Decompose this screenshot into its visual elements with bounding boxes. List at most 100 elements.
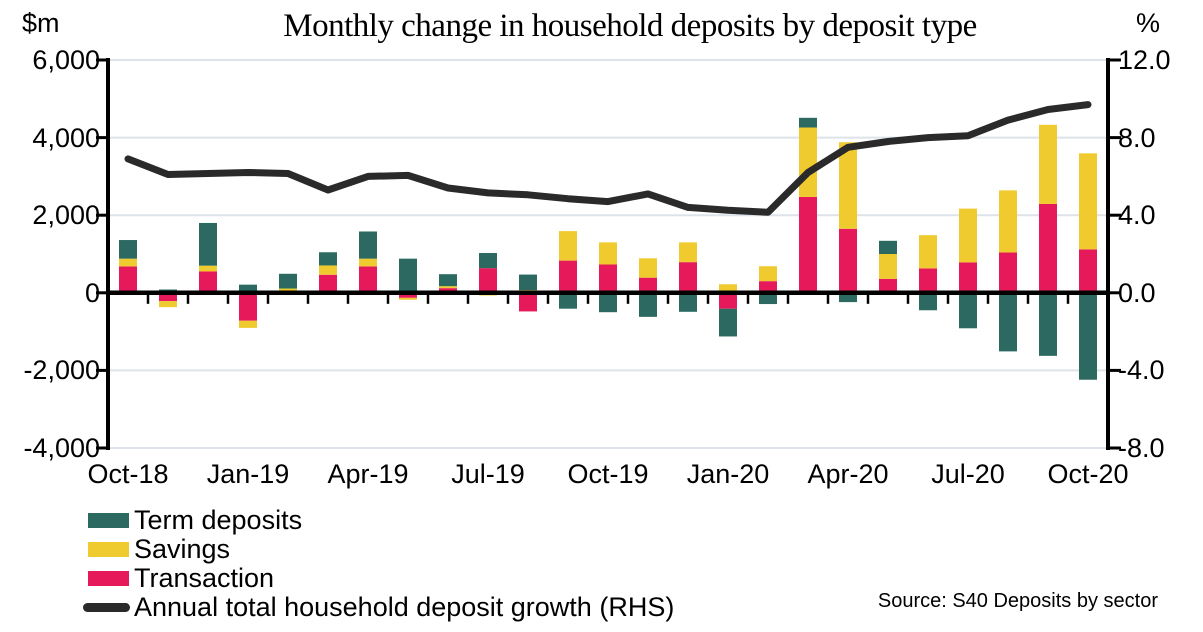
right-axis-unit: % [1136,8,1161,38]
bar-segment-transaction [799,196,817,293]
bar-segment-transaction [1039,203,1057,293]
x-axis-tick-label: Oct-18 [87,459,169,489]
bar-segment-transaction [519,292,537,312]
bar-segment-term-deposits [999,292,1017,352]
right-axis-tick-label: -8.0 [1118,433,1165,463]
bar-segment-transaction [479,268,497,293]
bar-segment-term-deposits [1079,292,1097,380]
bar-segment-savings [239,320,257,328]
bar-segment-savings [319,265,337,275]
bar-segment-term-deposits [319,252,337,266]
bar-segment-term-deposits [559,292,577,309]
bar-segment-transaction [1079,249,1097,293]
bar-segment-transaction [119,266,137,293]
bar-segment-transaction [919,268,937,293]
legend-label-term-deposits: Term deposits [134,504,303,535]
bar-segment-savings [919,235,937,269]
left-axis-unit: $m [22,8,60,38]
bar-segment-transaction [959,262,977,293]
bar-segment-transaction [759,281,777,293]
bar-segment-transaction [639,277,657,293]
x-axis-tick-label: Oct-20 [1047,459,1129,489]
bar-segment-term-deposits [119,240,137,259]
growth-line [124,101,1092,216]
bar-segment-savings [799,127,817,197]
bar-segment-transaction [199,271,217,293]
x-axis-tick-label: Jan-20 [686,459,770,489]
savings-swatch [88,541,129,557]
right-axis-tick-label: 0.0 [1118,277,1156,308]
bar-segment-term-deposits [799,117,817,128]
x-axis-tick-label: Apr-20 [807,459,889,489]
bar-segment-savings [119,258,137,267]
bar-segment-term-deposits [919,292,937,311]
bar-segment-savings [719,284,737,293]
transaction-swatch [88,570,129,586]
bar-segment-savings [399,297,417,300]
bar-segment-term-deposits [1039,292,1057,356]
bar-segment-savings [159,301,177,308]
bar-segment-transaction [359,266,377,293]
source-note: Source: S40 Deposits by sector [877,590,1158,612]
bar-segment-transaction [399,292,417,298]
bar-segment-transaction [159,292,177,302]
bar-segment-savings [199,265,217,272]
bar-segment-savings [959,208,977,263]
right-axis-tick-label: -4.0 [1118,355,1165,386]
bar-segment-term-deposits [479,253,497,269]
term-deposits-swatch [88,512,129,528]
bar-segment-savings [599,242,617,265]
bar-segment-savings [879,254,897,279]
bar-segment-savings [639,258,657,278]
legend-label-transaction: Transaction [134,562,275,593]
bar-segment-term-deposits [759,292,777,305]
bar-segment-savings [999,190,1017,253]
chart-title: Monthly change in household deposits by … [283,8,977,44]
bar-segment-term-deposits [879,240,897,254]
left-axis-tick-label: 0 [84,277,100,308]
bar-segment-transaction [559,260,577,293]
bar-segment-term-deposits [399,258,417,293]
bar-segment-term-deposits [239,284,257,293]
bar-segment-term-deposits [639,292,657,317]
bar-segment-transaction [679,262,697,293]
legend-label-growth-line: Annual total household deposit growth (R… [134,591,675,622]
bar-segment-term-deposits [359,231,377,259]
bar-segment-savings [839,142,857,229]
bar-segment-transaction [319,274,337,293]
bar-segment-term-deposits [439,274,457,287]
bar-segment-transaction [439,288,457,293]
bar-segment-term-deposits [599,292,617,313]
bar-segment-term-deposits [679,292,697,312]
x-axis-tick-label: Jan-19 [206,459,290,489]
bar-segment-term-deposits [839,292,857,303]
left-axis-tick-label: -2,000 [23,355,100,386]
legend-label-savings: Savings [134,533,231,564]
bar-segment-transaction [879,278,897,293]
growth-line-swatch [83,602,130,612]
x-axis-tick-label: Oct-19 [567,459,649,489]
right-axis-tick-label: 8.0 [1118,122,1156,153]
bar-segment-term-deposits [199,222,217,266]
bar-segment-savings [359,258,377,267]
x-axis-tick-label: Apr-19 [327,459,409,489]
left-axis-tick-label: 4,000 [32,122,100,153]
bar-segment-transaction [599,264,617,293]
legend-item-growth-line: Annual total household deposit growth (R… [83,591,675,622]
legend-item-transaction: Transaction [88,562,275,593]
bar-segment-savings [759,266,777,282]
bar-segment-term-deposits [279,273,297,289]
bar-segment-savings [1039,124,1057,204]
left-axis-tick-label: -4,000 [23,433,100,463]
bar-segment-term-deposits [959,292,977,329]
bar-segment-term-deposits [719,308,737,337]
bar-segment-savings [439,286,457,289]
bar-segment-term-deposits [519,274,537,291]
bar-segment-transaction [719,292,737,309]
bar-segment-transaction [839,228,857,293]
bar-segment-transaction [239,292,257,321]
left-axis-tick-label: 2,000 [32,200,100,231]
bar-segment-savings [679,242,697,263]
